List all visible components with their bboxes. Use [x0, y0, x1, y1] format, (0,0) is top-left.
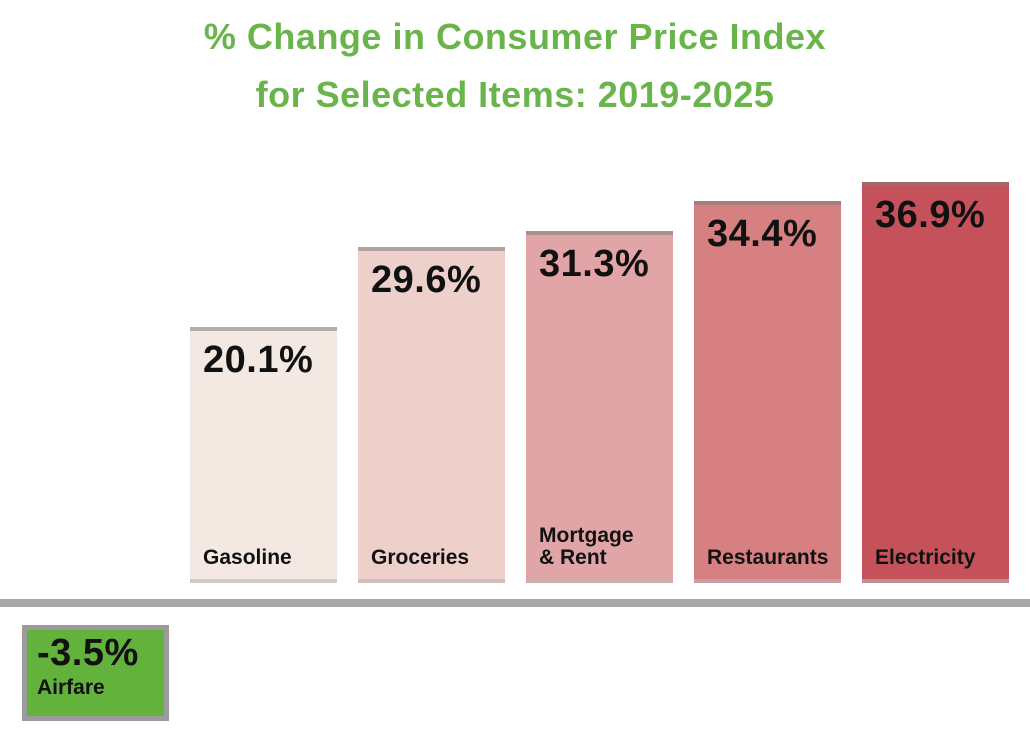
bar-groceries: 29.6% Groceries [358, 247, 505, 583]
chart-title-line1: % Change in Consumer Price Index [203, 16, 827, 57]
bar-mortgage-rent: 31.3% Mortgage & Rent [526, 231, 673, 583]
bar-category-label: Gasoline [203, 546, 292, 570]
bar-value-label: 36.9% [875, 194, 986, 236]
chart-title-line2: for Selected Items: 2019-2025 [255, 74, 775, 115]
bar-value-label: 20.1% [203, 339, 314, 381]
bar-value-label: 34.4% [707, 213, 818, 255]
bar-electricity: 36.9% Electricity [862, 182, 1009, 583]
bar-value-label: 31.3% [539, 243, 650, 285]
bar-airfare: -3.5% Airfare [22, 625, 169, 721]
bar-category-label: Mortgage & Rent [539, 523, 634, 570]
bar-category-label: Groceries [371, 546, 470, 570]
zero-axis-line [0, 599, 1030, 607]
bar-gasoline: 20.1% Gasoline [190, 327, 337, 583]
bar-category-label: Airfare [37, 676, 105, 699]
bar-restaurants: 34.4% Restaurants [694, 201, 841, 583]
bar-value-label: 29.6% [371, 259, 482, 301]
bar-value-label: -3.5% [37, 632, 139, 674]
chart-title: % Change in Consumer Price Index for Sel… [0, 8, 1030, 124]
bar-category-label: Electricity [875, 546, 976, 570]
bar-category-label: Restaurants [707, 546, 829, 570]
